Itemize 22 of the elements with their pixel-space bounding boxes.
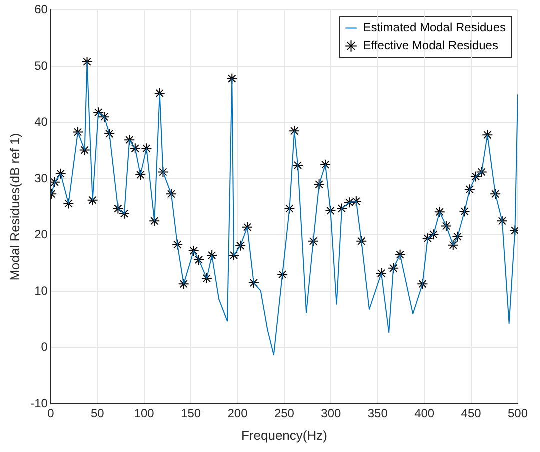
x-tick-label: 100: [134, 406, 155, 421]
x-tick-label: 250: [274, 406, 295, 421]
y-tick-label: 40: [34, 115, 48, 130]
y-tick-label: 50: [34, 58, 48, 73]
x-tick-label: 200: [228, 406, 248, 421]
x-tick-label: 150: [181, 406, 202, 421]
x-tick-label: 450: [461, 406, 482, 421]
y-tick-label: 0: [41, 340, 48, 354]
legend-label: Effective Modal Residues: [363, 38, 498, 53]
y-tick-label: 60: [34, 2, 48, 17]
y-tick-label: 10: [34, 284, 48, 298]
x-tick-label: 50: [90, 406, 105, 421]
y-tick-label: -10: [30, 396, 48, 410]
y-axis-title: Modal Residues(dB ref 1): [7, 133, 22, 281]
x-axis-title: Frequency(Hz): [241, 428, 328, 443]
x-tick-label: 300: [321, 406, 342, 421]
x-tick-label: 350: [368, 406, 388, 421]
y-tick-label: 20: [34, 228, 48, 242]
y-tick-label: 30: [34, 171, 48, 186]
x-tick-label: 400: [414, 406, 435, 421]
x-tick-label: 500: [508, 406, 528, 421]
legend-label: Estimated Modal Residues: [363, 20, 506, 35]
